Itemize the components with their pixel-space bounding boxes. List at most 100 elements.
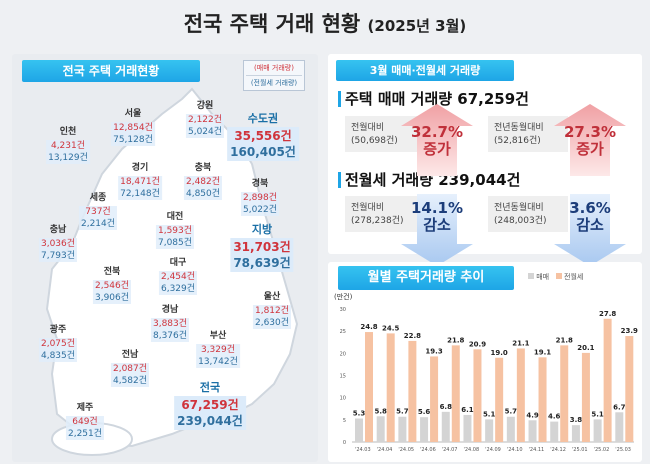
rent-count: 72,148건 bbox=[120, 189, 160, 199]
region-name: 세종 bbox=[89, 193, 107, 203]
y-tick: 20 bbox=[340, 351, 346, 357]
summary-header: 3월 매매·전월세 거래량 bbox=[336, 60, 514, 81]
region-11: 울산 1,812건 2,630건 bbox=[252, 291, 292, 329]
x-tick: '24.04 bbox=[377, 447, 393, 453]
x-tick: '25.01 bbox=[572, 447, 588, 453]
rent-count: 2,630건 bbox=[254, 318, 290, 328]
x-tick: '24.08 bbox=[463, 447, 479, 453]
region-9: 대구 2,454건 6,329건 bbox=[158, 257, 198, 295]
bar-rent bbox=[625, 336, 634, 442]
bar-rent bbox=[365, 332, 373, 442]
sale-count: 2,898건 bbox=[242, 193, 278, 203]
region-name: 광주 bbox=[49, 325, 67, 335]
region-name: 경남 bbox=[161, 305, 179, 315]
bar-sale bbox=[355, 418, 363, 442]
bar-sale bbox=[506, 416, 515, 442]
x-tick: '24.11 bbox=[529, 447, 545, 453]
arrow-up-icon bbox=[554, 104, 626, 176]
change-pct: 32.7% bbox=[410, 123, 464, 141]
change-dir: 증가 bbox=[576, 140, 604, 158]
data-label: 5.1 bbox=[591, 410, 604, 418]
bar-sale bbox=[441, 411, 450, 442]
compare-base: (278,238건) bbox=[351, 216, 404, 226]
down-arrow-rent-0: 14.1% 감소 bbox=[401, 194, 473, 266]
region-name: 부산 bbox=[209, 331, 227, 341]
change-dir: 감소 bbox=[423, 216, 451, 234]
sale-title: 주택 매매 거래량 67,259건 bbox=[338, 91, 529, 107]
y-tick: 30 bbox=[340, 307, 346, 313]
sale-count: 1,593건 bbox=[157, 226, 193, 236]
rent-count: 8,376건 bbox=[152, 331, 188, 341]
arrow-down-icon bbox=[401, 194, 473, 266]
bar-sale bbox=[485, 419, 494, 442]
x-tick: '24.05 bbox=[398, 447, 414, 453]
region-5: 경북 2,898건 5,022건 bbox=[240, 178, 280, 216]
compare-base: (50,698건) bbox=[351, 136, 398, 146]
map-legend: (매매 거래량) (전월세 거래량) bbox=[243, 60, 305, 91]
bar-sale bbox=[615, 412, 624, 442]
bar-sale bbox=[593, 419, 602, 442]
total-name: 수도권 bbox=[247, 112, 279, 125]
rent-count: 7,085건 bbox=[157, 238, 193, 248]
total-sale: 67,259건 bbox=[181, 398, 239, 412]
bar-chart: 0 5 10 15 20 25 30 5.3 24.8 '24.03 5.8 24.5 '24.04 5.… bbox=[340, 307, 638, 453]
x-tick: '25.02 bbox=[594, 447, 610, 453]
region-name: 경기 bbox=[131, 163, 149, 173]
x-tick: '24.06 bbox=[420, 447, 436, 453]
bar-sale bbox=[398, 416, 407, 442]
data-label: 19.1 bbox=[534, 348, 551, 356]
compare-label: 전월대비 bbox=[351, 123, 385, 133]
data-label: 24.5 bbox=[382, 324, 399, 332]
data-label: 3.8 bbox=[570, 416, 583, 424]
change-dir: 증가 bbox=[423, 140, 451, 158]
region-name: 경북 bbox=[251, 179, 269, 189]
sale-count: 18,471건 bbox=[120, 177, 160, 187]
rent-count: 4,850건 bbox=[185, 189, 221, 199]
region-12: 경남 3,883건 8,376건 bbox=[150, 304, 190, 342]
total-rent: 160,405건 bbox=[230, 145, 296, 159]
x-tick: '24.12 bbox=[550, 447, 566, 453]
sale-compare-0: 전월대비 (50,698건) bbox=[345, 116, 417, 152]
rent-compare-1: 전년동월대비 (248,003건) bbox=[488, 196, 568, 232]
rent-compare-0: 전월대비 (278,238건) bbox=[345, 196, 417, 232]
region-name: 인천 bbox=[59, 127, 77, 137]
rent-count: 13,742건 bbox=[198, 357, 238, 367]
bar-rent bbox=[581, 352, 590, 442]
region-2: 강원 2,122건 5,024건 bbox=[185, 100, 225, 138]
bar-rent bbox=[603, 318, 612, 442]
region-name: 강원 bbox=[196, 101, 214, 111]
y-tick: 10 bbox=[340, 396, 346, 402]
data-label: 20.9 bbox=[469, 340, 486, 348]
arrow-up-icon bbox=[401, 104, 473, 176]
rent-count: 6,329건 bbox=[160, 284, 196, 294]
bar-sale bbox=[420, 417, 429, 442]
up-arrow-sale-1: 27.3% 증가 bbox=[554, 104, 626, 176]
x-tick: '25.03 bbox=[615, 447, 631, 453]
rent-count: 2,251건 bbox=[67, 429, 103, 439]
region-4: 충북 2,482건 4,850건 bbox=[183, 162, 223, 200]
sale-count: 12,854건 bbox=[113, 123, 153, 133]
total-sale: 31,703건 bbox=[233, 240, 291, 254]
data-label: 4.9 bbox=[526, 411, 539, 419]
y-tick: 0 bbox=[343, 440, 346, 446]
rent-title: 전월세 거래량 239,044건 bbox=[338, 172, 520, 188]
region-16: 제주 649건 2,251건 bbox=[65, 402, 105, 440]
bar-rent bbox=[538, 357, 547, 442]
down-arrow-rent-1: 3.6% 감소 bbox=[554, 194, 626, 266]
page-title: 전국 주택 거래 현황 (2025년 3월) bbox=[183, 12, 467, 36]
region-name: 충북 bbox=[194, 163, 212, 173]
x-tick: '24.07 bbox=[442, 447, 458, 453]
data-label: 6.7 bbox=[613, 403, 626, 411]
y-axis-label: (만건) bbox=[334, 293, 353, 301]
bar-rent bbox=[560, 345, 569, 442]
bar-rent bbox=[495, 357, 504, 442]
total-2: 전국 67,259건 239,044건 bbox=[174, 382, 246, 430]
region-7: 대전 1,593건 7,085건 bbox=[155, 211, 195, 249]
sale-count: 3,883건 bbox=[152, 319, 188, 329]
bar-sale bbox=[463, 414, 472, 442]
arrow-down-icon bbox=[554, 194, 626, 266]
sale-compare-1: 전년동월대비 (52,816건) bbox=[488, 116, 568, 152]
rent-count: 13,129건 bbox=[48, 153, 88, 163]
data-label: 21.8 bbox=[447, 336, 464, 344]
sale-count: 649건 bbox=[72, 417, 98, 427]
